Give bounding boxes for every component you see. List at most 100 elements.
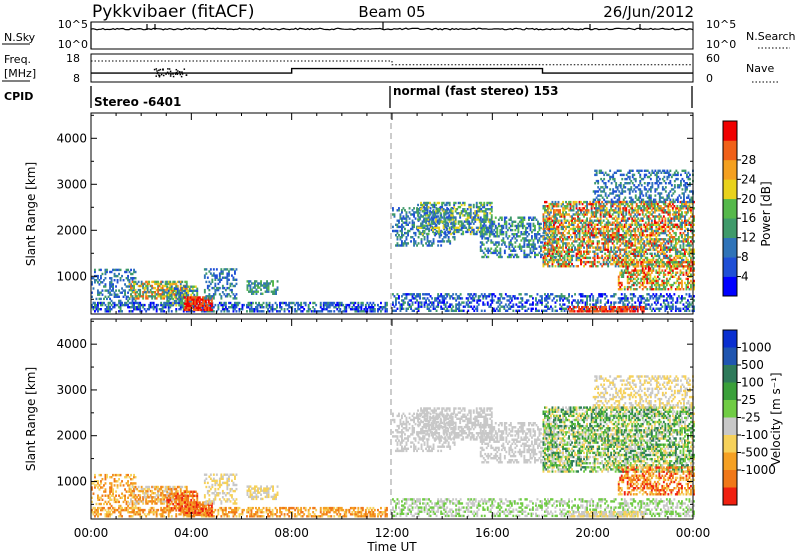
power-cell (580, 246, 582, 249)
power-cell (665, 248, 668, 251)
power-cell (668, 231, 671, 235)
power-cell (629, 236, 632, 239)
power-cell (540, 245, 542, 248)
power-cell (423, 226, 425, 229)
power-cell (611, 256, 614, 260)
power-cell (562, 240, 564, 243)
power-cell (617, 279, 620, 283)
power-cell (265, 301, 268, 305)
power-cell (447, 230, 450, 234)
power-cell (578, 258, 581, 262)
power-cell (402, 217, 405, 220)
power-cell (541, 241, 544, 244)
power-cell (212, 293, 215, 296)
power-cell (590, 265, 593, 268)
power-cell (647, 202, 650, 206)
power-cell (178, 293, 181, 297)
power-cell (577, 213, 579, 216)
power-cell (224, 303, 227, 307)
power-cell (571, 254, 573, 258)
power-cell (544, 211, 546, 214)
power-cell (550, 221, 552, 224)
power-cell (667, 248, 670, 251)
power-cell (620, 225, 623, 229)
power-cell (563, 265, 566, 268)
power-cell (468, 203, 471, 207)
power-cell (653, 240, 656, 243)
power-cell (566, 254, 569, 258)
power-cell (401, 211, 403, 214)
power-cell (608, 256, 611, 260)
power-cell (407, 234, 409, 237)
power-cell (499, 255, 502, 259)
power-cell (578, 221, 581, 224)
power-cell (688, 242, 691, 245)
power-cell (211, 278, 214, 281)
power-cell (462, 224, 465, 227)
power-cell (248, 284, 250, 287)
power-cell (185, 280, 188, 284)
power-cell (508, 235, 511, 238)
power-cell (657, 184, 660, 187)
power-cell (441, 240, 444, 243)
power-cell (167, 280, 170, 284)
power-cell (626, 240, 629, 243)
power-cell (639, 175, 642, 179)
power-cell (92, 277, 95, 280)
power-cell (201, 300, 204, 303)
power-cell (574, 248, 576, 251)
power-cell (402, 234, 405, 237)
power-cell (602, 202, 605, 206)
power-cell (161, 297, 164, 300)
power-cell (98, 297, 101, 301)
power-cell (280, 306, 283, 309)
power-cell (568, 258, 570, 262)
power-cell (134, 297, 137, 300)
power-cell (224, 308, 227, 311)
power-cell (545, 248, 548, 251)
power-cell (496, 245, 499, 248)
power-cell (670, 184, 673, 187)
power-cell (583, 234, 585, 237)
power-cell (508, 222, 511, 226)
power-cell (684, 250, 686, 253)
power-cell (479, 216, 482, 219)
power-cell (575, 225, 578, 229)
power-cell (632, 244, 635, 247)
power-cell (682, 248, 685, 251)
power-cell (650, 205, 653, 208)
power-cell (565, 205, 567, 208)
power-cell (638, 252, 641, 255)
power-cell (185, 285, 188, 288)
power-cell (197, 300, 200, 303)
power-cell (640, 219, 643, 222)
power-cell (205, 295, 208, 298)
power-cell (521, 216, 524, 219)
power-cell (142, 293, 145, 296)
power-cell (398, 219, 400, 222)
power-cell (572, 227, 575, 231)
power-cell (444, 236, 447, 239)
power-cell (599, 221, 602, 224)
power-cell (175, 304, 178, 307)
power-cell (235, 268, 238, 271)
power-cell (232, 276, 235, 279)
power-cell (493, 235, 496, 238)
power-cell (590, 215, 593, 218)
power-cell (330, 310, 333, 313)
power-cell (325, 306, 328, 309)
power-cell (191, 287, 194, 290)
power-cell (610, 246, 613, 249)
power-cell (459, 212, 462, 215)
power-cell (655, 258, 658, 262)
power-cell (604, 184, 607, 187)
power-cell (691, 207, 694, 210)
power-cell (643, 173, 646, 177)
power-cell (487, 226, 490, 230)
power-cell (113, 303, 116, 307)
power-cell (629, 234, 632, 237)
power-cell (680, 196, 682, 199)
power-cell (592, 211, 595, 214)
power-cell (628, 205, 631, 208)
power-cell (447, 236, 450, 239)
